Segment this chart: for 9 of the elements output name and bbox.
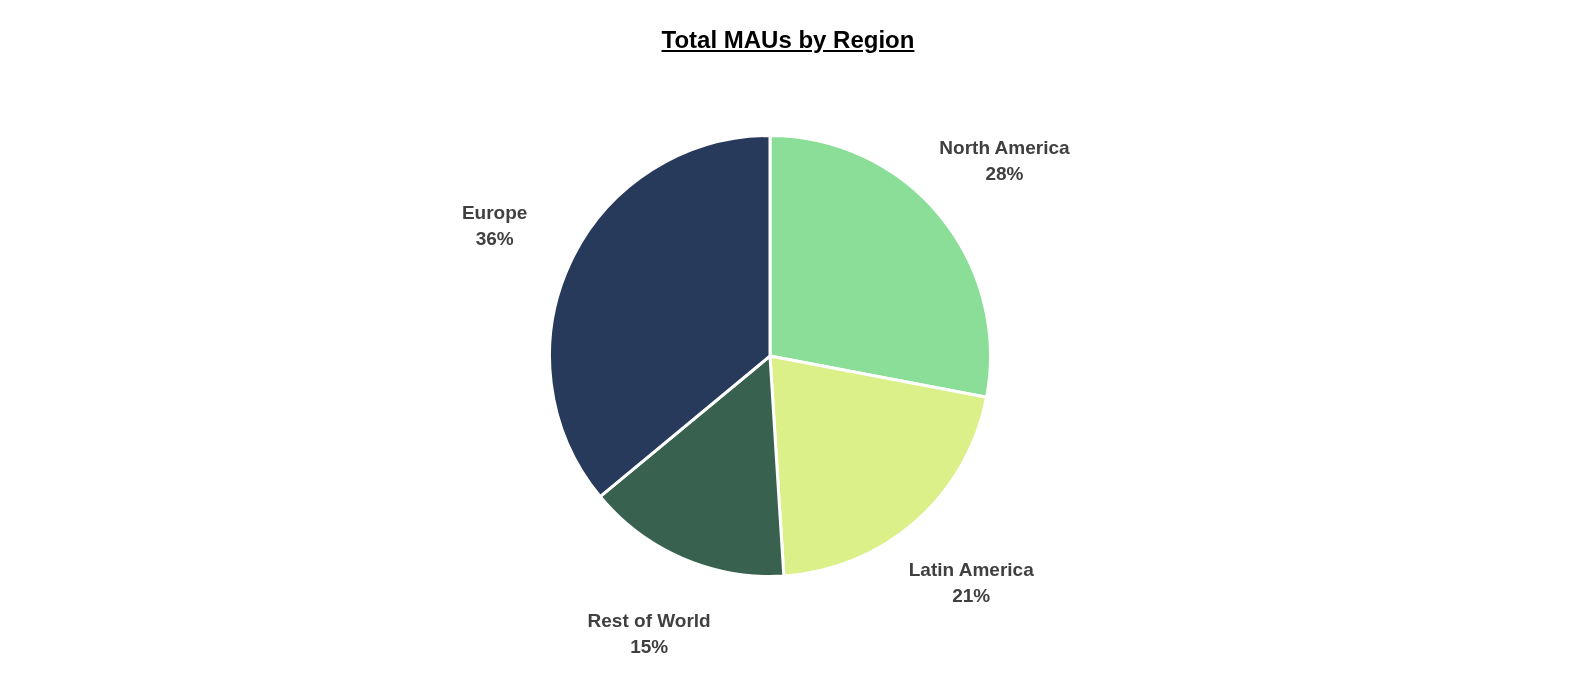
data-label: 21% bbox=[952, 585, 991, 607]
data-label: 28% bbox=[985, 163, 1024, 185]
chart-title: Total MAUs by Region bbox=[660, 26, 916, 55]
data-label: 15% bbox=[630, 636, 669, 658]
slice-label: Rest of World bbox=[587, 610, 711, 632]
slice-label: Latin America bbox=[908, 559, 1035, 581]
data-label: 36% bbox=[475, 227, 514, 249]
slice-label: Europe bbox=[461, 201, 528, 223]
slice-label: North America bbox=[939, 137, 1070, 159]
